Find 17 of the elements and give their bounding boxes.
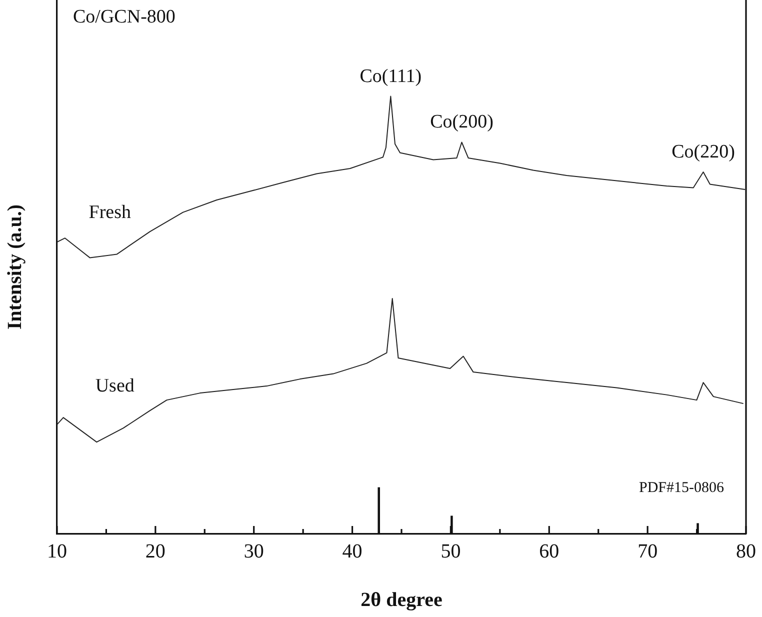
x-tick-label: 50	[440, 540, 461, 562]
annotation: Co(200)	[430, 112, 494, 133]
x-tick-label: 70	[638, 540, 658, 562]
annotation: Co(111)	[360, 66, 422, 87]
x-tick-label: 30	[244, 540, 264, 562]
x-tick-label: 60	[539, 540, 560, 562]
text: Co/GCN-800	[73, 6, 176, 28]
x-tick-label: 10	[47, 540, 67, 562]
x-tick-label: 20	[145, 540, 166, 562]
y-axis-title: Intensity (a.u.)	[4, 204, 26, 330]
x-axis-title: 2θ degree	[360, 589, 442, 612]
annotation: Co(220)	[672, 142, 735, 162]
x-tick-label: 40	[342, 540, 362, 562]
series-label: Fresh	[88, 202, 132, 223]
series-label: Used	[95, 376, 135, 397]
x-tick-label: 80	[736, 540, 756, 562]
text: PDF#15-0806	[638, 480, 724, 496]
